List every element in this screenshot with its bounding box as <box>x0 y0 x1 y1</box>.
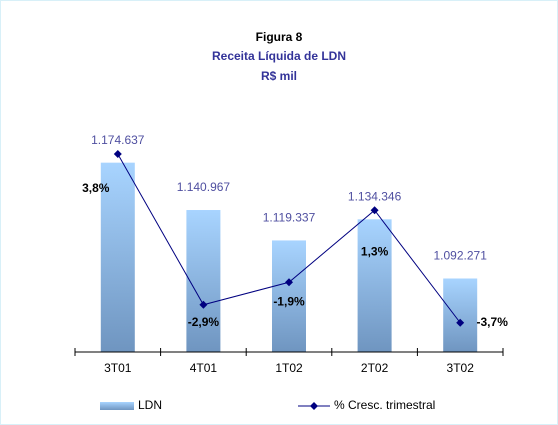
legend-label: LDN <box>138 398 162 412</box>
bar <box>357 219 392 352</box>
x-tick-label: 4T01 <box>190 361 218 375</box>
bar-value-label: 1.134.346 <box>348 189 402 203</box>
chart-title: Figura 8 <box>256 30 303 44</box>
legend-marker <box>310 402 318 410</box>
x-tick-label: 3T01 <box>104 361 132 375</box>
line-marker <box>113 150 122 158</box>
bar-value-label: 1.092.271 <box>434 249 488 263</box>
chart-subtitle: Receita Líquida de LDN <box>212 49 346 63</box>
line-value-label: 1,3% <box>361 244 389 258</box>
line-value-label: -2,9% <box>188 315 220 329</box>
bar <box>186 210 221 352</box>
x-tick-label: 3T02 <box>447 361 475 375</box>
bar <box>100 162 135 352</box>
bar <box>272 240 306 352</box>
x-tick-label: 2T02 <box>361 361 389 375</box>
line-marker <box>285 278 293 287</box>
line-value-label: 3,8% <box>82 181 110 195</box>
line-marker <box>370 206 379 215</box>
bar <box>443 278 478 352</box>
legend-swatch <box>100 402 134 410</box>
line-marker <box>199 300 208 309</box>
bar-value-label: 1.174.637 <box>91 133 145 147</box>
bar-value-label: 1.119.337 <box>263 211 316 225</box>
line-value-label: -1,9% <box>273 294 305 308</box>
bar-value-label: 1.140.967 <box>177 180 231 194</box>
x-tick-label: 1T02 <box>275 361 303 375</box>
unit-label: R$ mil <box>261 69 297 83</box>
legend-label: % Cresc. trimestral <box>334 398 435 412</box>
line-marker <box>456 318 465 327</box>
line-value-label: -3,7% <box>477 315 509 329</box>
